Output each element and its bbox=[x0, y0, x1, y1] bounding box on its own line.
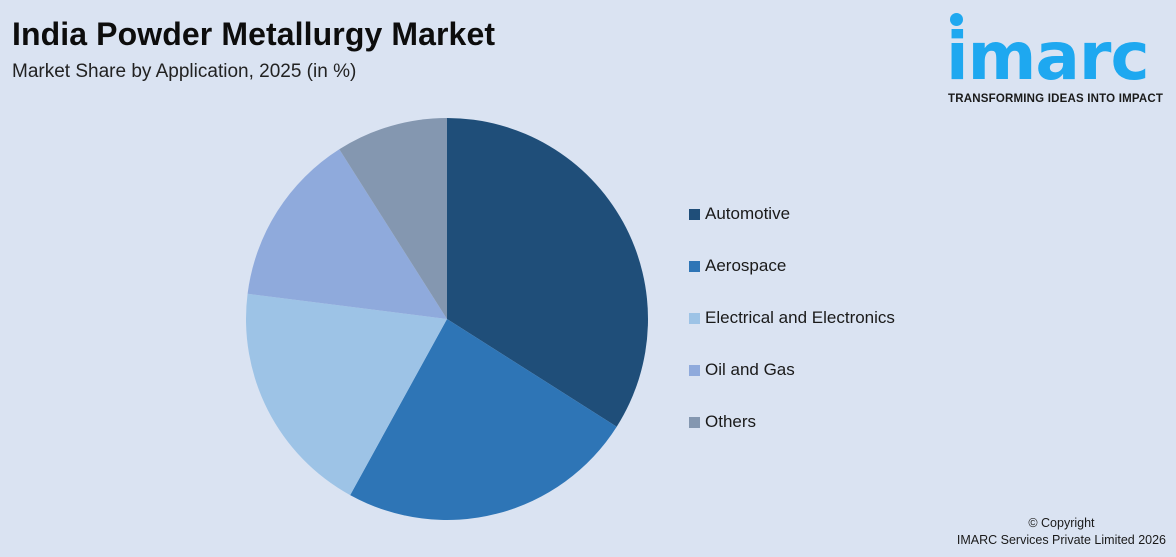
chart-subtitle: Market Share by Application, 2025 (in %) bbox=[12, 61, 357, 82]
legend-item: Automotive bbox=[689, 203, 895, 225]
legend-label: Oil and Gas bbox=[705, 360, 795, 379]
legend-item: Aerospace bbox=[689, 255, 895, 277]
legend-swatch-icon bbox=[689, 208, 700, 220]
legend-label: Others bbox=[705, 412, 757, 431]
legend-swatch-icon bbox=[689, 416, 700, 428]
logo-dot-icon bbox=[950, 13, 963, 26]
legend-item: Others bbox=[689, 411, 895, 433]
pie-chart bbox=[246, 118, 648, 520]
legend-label: Aerospace bbox=[705, 256, 787, 275]
legend-swatch-icon bbox=[689, 364, 700, 376]
legend-item: Oil and Gas bbox=[689, 359, 895, 381]
pie-slice-automotive bbox=[447, 118, 648, 427]
logo-tagline: TRANSFORMING IDEAS INTO IMPACT bbox=[948, 93, 1164, 105]
legend-label: Electrical and Electronics bbox=[705, 308, 895, 327]
copyright-line: © Copyright bbox=[1028, 516, 1095, 530]
pie-slice-electrical-and-electronics bbox=[246, 293, 447, 496]
imarc-logo: imarc TRANSFORMING IDEAS INTO IMPACT bbox=[946, 12, 1172, 112]
pie-slice-oil-and-gas bbox=[247, 149, 447, 319]
logo-wordmark: imarc bbox=[946, 18, 1150, 95]
legend-label: Automotive bbox=[705, 204, 791, 223]
legend-swatch-icon bbox=[689, 260, 700, 272]
pie-slice-aerospace bbox=[350, 319, 617, 520]
legend-item: Electrical and Electronics bbox=[689, 307, 895, 329]
copyright-company: IMARC Services Private Limited 2026 bbox=[956, 533, 1166, 547]
chart-legend: Automotive Aerospace Electrical and Electr… bbox=[689, 203, 895, 463]
pie-slice-others bbox=[339, 118, 447, 319]
legend-swatch-icon bbox=[689, 312, 700, 324]
chart-title: India Powder Metallurgy Market bbox=[12, 16, 496, 52]
copyright: © Copyright IMARC Services Private Limit… bbox=[957, 515, 1166, 549]
